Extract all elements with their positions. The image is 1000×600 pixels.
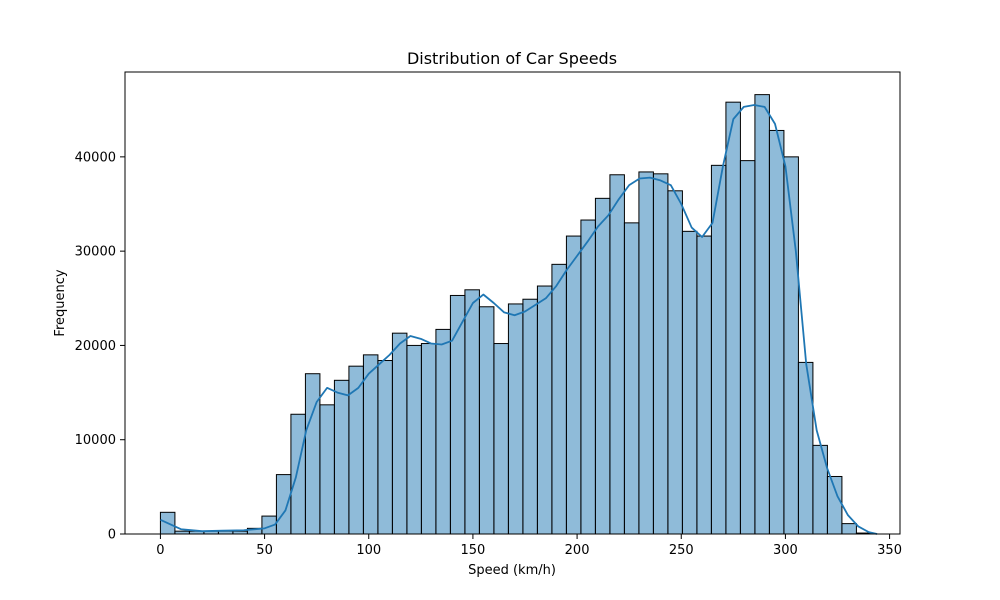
x-tick-label: 200 <box>565 543 590 558</box>
histogram-bar <box>841 523 857 535</box>
histogram-bar <box>522 298 538 535</box>
y-tick-label: 10000 <box>75 433 116 448</box>
y-axis-label: Frequency <box>53 269 68 336</box>
histogram-bar <box>478 306 495 535</box>
histogram-bar <box>420 343 437 535</box>
histogram-bar <box>406 344 422 535</box>
histogram-bar <box>652 173 669 535</box>
histogram-bar <box>696 235 712 535</box>
histogram-bar <box>493 343 509 535</box>
x-tick-label: 250 <box>669 543 694 558</box>
histogram-bar <box>333 379 350 535</box>
bars-group <box>159 94 872 535</box>
histogram-bar <box>435 328 451 535</box>
histogram-bar <box>623 222 640 535</box>
chart-title: Distribution of Car Speeds <box>407 49 617 68</box>
x-tick-label: 300 <box>773 543 798 558</box>
histogram-bar <box>826 475 843 535</box>
histogram-bar <box>681 230 698 535</box>
histogram-bar <box>304 373 321 535</box>
histogram-bar <box>768 129 785 535</box>
histogram-bar <box>319 404 335 535</box>
histogram-bar <box>290 413 306 535</box>
y-ticks-group: 0 10000 20000 30000 40000 <box>75 150 125 543</box>
histogram-bar <box>667 190 683 535</box>
kde-curve <box>160 104 878 535</box>
histogram-bar <box>362 354 379 535</box>
histogram-bar <box>739 160 756 535</box>
y-tick-label: 30000 <box>75 245 116 260</box>
histogram-bar <box>348 365 364 535</box>
y-tick-label: 0 <box>108 528 116 543</box>
histogram-bar <box>464 289 480 535</box>
histogram-bar <box>275 474 292 535</box>
y-tick-label: 40000 <box>75 150 116 165</box>
axes-frame <box>124 71 901 535</box>
kde-group <box>160 104 878 535</box>
histogram-bar <box>391 332 408 535</box>
histogram-bar <box>609 174 625 535</box>
x-tick-label: 50 <box>256 543 273 558</box>
histogram-bar <box>565 235 582 535</box>
histogram-bar <box>536 285 553 535</box>
histogram-bar <box>580 219 596 535</box>
x-tick-label: 100 <box>356 543 381 558</box>
histogram-bar <box>725 101 741 535</box>
histogram-bar <box>551 263 567 535</box>
x-tick-label: 150 <box>461 543 486 558</box>
histogram-bar <box>594 197 611 535</box>
histogram-bar <box>377 360 393 535</box>
histogram-bar <box>754 94 770 535</box>
x-ticks-group: 0 50 100 150 200 250 300 350 <box>156 534 902 558</box>
histogram-bar <box>507 303 524 535</box>
histogram-bar <box>638 171 654 535</box>
x-tick-label: 0 <box>156 543 164 558</box>
x-axis-label: Speed (km/h) <box>468 563 556 578</box>
y-tick-label: 20000 <box>75 339 116 354</box>
x-tick-label: 350 <box>877 543 902 558</box>
